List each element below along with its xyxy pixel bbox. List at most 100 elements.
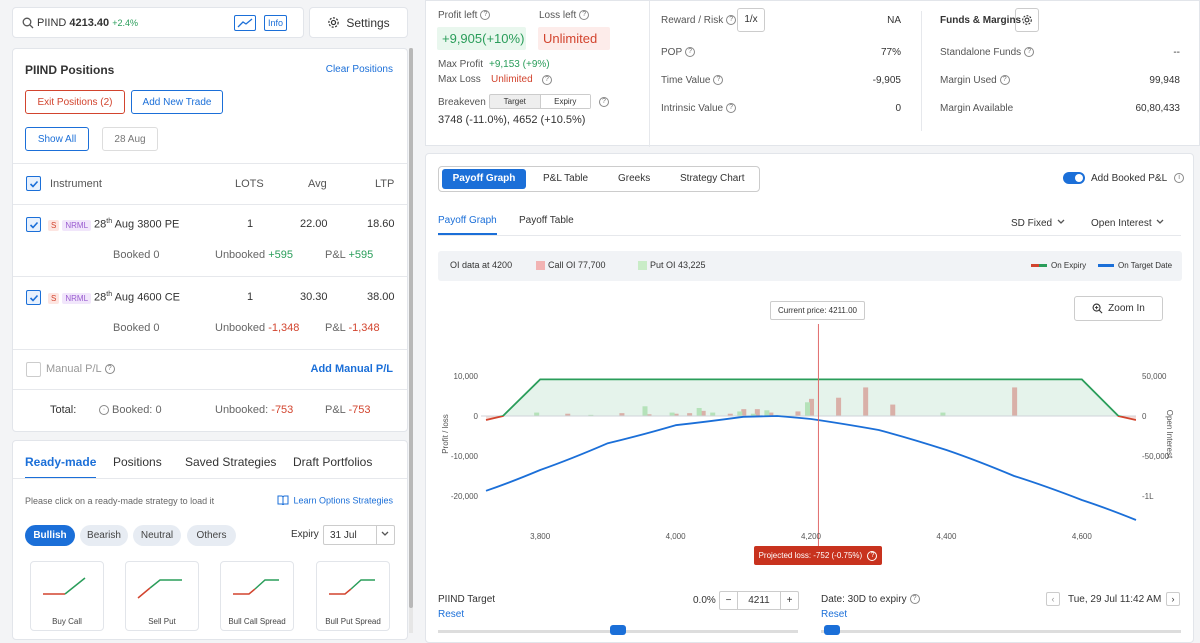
search-icon <box>22 17 34 32</box>
tab-payoff-graph[interactable]: Payoff Graph <box>442 169 526 189</box>
reward-risk-toggle[interactable]: 1/x <box>737 8 765 32</box>
filter-others[interactable]: Others <box>187 525 236 546</box>
target-slider-handle[interactable] <box>610 625 626 635</box>
tab-strategy-chart[interactable]: Strategy Chart <box>680 173 745 184</box>
col-avg: Avg <box>308 178 327 190</box>
filter-bearish[interactable]: Bearish <box>80 525 128 546</box>
breakeven-target-option[interactable]: Target <box>503 97 526 106</box>
plus-icon[interactable]: + <box>780 592 798 609</box>
tab-saved-strategies[interactable]: Saved Strategies <box>185 455 277 469</box>
booked-value: 0 <box>153 249 160 261</box>
expiry-select[interactable]: 31 Jul <box>323 525 395 545</box>
minus-icon[interactable]: − <box>720 592 738 609</box>
total-unbooked-value: -753 <box>271 404 294 416</box>
chevron-right-icon[interactable]: › <box>1166 592 1180 606</box>
strategy-tile-buy-call[interactable]: Buy Call <box>30 561 104 631</box>
info-button[interactable]: Info <box>264 15 287 31</box>
target-price-input[interactable]: 4211 <box>748 595 770 606</box>
y-axis-right-label: Open Interest <box>1165 410 1174 459</box>
tab-ready-made[interactable]: Ready-made <box>25 455 97 479</box>
zoom-in-button[interactable]: Zoom In <box>1074 296 1163 321</box>
tile-label: Bull Put Spread <box>325 617 381 626</box>
instrument-name: Aug 3800 PE <box>114 218 180 231</box>
target-reset-link[interactable]: Reset <box>438 609 465 620</box>
call-oi-bar <box>741 409 747 416</box>
put-oi-bar <box>737 411 743 416</box>
x-tick-label: 4,600 <box>1072 532 1093 541</box>
booked-value: 0 <box>153 322 160 334</box>
reward-risk-value: NA <box>887 15 901 26</box>
gear-icon[interactable] <box>1015 8 1039 32</box>
oi-info-bar: OI data at 4200 Call OI 77,700 Put OI 43… <box>438 251 1182 281</box>
date-reset-link[interactable]: Reset <box>821 609 848 620</box>
help-icon: ? <box>685 47 696 58</box>
tab-greeks[interactable]: Greeks <box>618 173 651 184</box>
tile-label: Bull Call Spread <box>228 617 286 626</box>
legend-on-target: On Target Date <box>1118 261 1173 270</box>
add-booked-toggle[interactable] <box>1063 172 1085 184</box>
total-booked-label: Booked: <box>112 404 153 416</box>
filter-neutral[interactable]: Neutral <box>133 525 181 546</box>
row-checkbox[interactable] <box>26 290 41 305</box>
y-tick-label-left: -10,000 <box>451 452 479 461</box>
subtab-payoff-table[interactable]: Payoff Table <box>519 215 574 226</box>
strategy-tile-bull-call-spread[interactable]: Bull Call Spread <box>220 561 294 631</box>
help-icon: ? <box>599 97 609 107</box>
call-oi-bar <box>646 414 652 416</box>
add-booked-label: Add Booked P&L <box>1091 173 1168 184</box>
unbooked-value: +595 <box>268 249 293 261</box>
manual-pl-checkbox[interactable] <box>26 362 41 377</box>
row-checkbox[interactable] <box>26 217 41 232</box>
call-oi-bar <box>687 413 693 416</box>
tab-pl-table[interactable]: P&L Table <box>543 173 589 184</box>
select-all-checkbox[interactable] <box>26 176 41 191</box>
target-stepper[interactable]: − 4211 + <box>719 591 799 610</box>
tab-draft-portfolios[interactable]: Draft Portfolios <box>293 455 373 469</box>
funds-title: Funds & Margins <box>940 15 1022 26</box>
date-filter-chip[interactable]: 28 Aug <box>102 127 158 151</box>
help-icon: ? <box>1024 47 1035 58</box>
symbol-search[interactable]: PIIND 4213.40 +2.4% Info <box>12 7 304 38</box>
filter-bullish[interactable]: Bullish <box>25 525 75 546</box>
date-slider[interactable] <box>821 630 1181 633</box>
subtab-payoff-graph[interactable]: Payoff Graph <box>438 215 497 235</box>
strategy-tile-sell-put[interactable]: Sell Put <box>125 561 199 631</box>
breakeven-expiry-option[interactable]: Expiry <box>539 95 590 108</box>
call-oi-bar <box>768 412 774 416</box>
chart-icon[interactable] <box>234 15 256 31</box>
payoff-thumbnail-icon <box>137 579 182 599</box>
put-oi-bar <box>710 412 716 416</box>
tab-positions[interactable]: Positions <box>113 455 162 469</box>
breakeven-toggle[interactable]: Target Expiry <box>489 94 591 109</box>
payoff-chart[interactable]: 3,800 4,000 4,200 4,400 4,600 10,000 0 -10,000 -… <box>426 294 1193 569</box>
positions-panel: PIIND Positions Clear Positions Exit Pos… <box>12 48 408 432</box>
exit-positions-button[interactable]: Exit Positions (2) <box>25 90 125 114</box>
call-oi-bar <box>863 387 869 416</box>
add-manual-pl-link[interactable]: Add Manual P/L <box>310 363 394 375</box>
call-oi-label: Call OI <box>548 260 576 270</box>
left-scrollbar[interactable] <box>409 48 413 633</box>
help-icon: ? <box>726 15 737 26</box>
clear-positions-link[interactable]: Clear Positions <box>325 64 393 75</box>
show-all-button[interactable]: Show All <box>25 127 89 151</box>
help-icon: ? <box>999 75 1010 86</box>
time-value-value: -9,905 <box>872 75 901 86</box>
strategy-tile-bull-put-spread[interactable]: Bull Put Spread <box>316 561 390 631</box>
col-lots: LOTS <box>235 178 264 190</box>
day-suffix: th <box>106 291 113 298</box>
add-new-trade-button[interactable]: Add New Trade <box>131 90 223 114</box>
avg-value: 30.30 <box>300 291 328 303</box>
learn-strategies-link[interactable]: Learn Options Strategies <box>293 495 393 506</box>
chevron-left-icon[interactable]: ‹ <box>1046 592 1060 606</box>
expiry-loss-line <box>485 416 1136 421</box>
call-oi-bar <box>727 413 733 416</box>
tile-label: Buy Call <box>52 617 82 626</box>
target-label: PIIND Target <box>438 594 496 605</box>
settings-button[interactable]: Settings <box>309 7 408 38</box>
open-interest-select[interactable]: Open Interest <box>1091 218 1152 230</box>
projected-loss-label: Projected loss: -752 (-0.75%) <box>758 551 863 560</box>
date-slider-handle[interactable] <box>824 625 840 635</box>
sd-fixed-select[interactable]: SD Fixed <box>1011 218 1053 230</box>
call-oi-bar <box>565 413 571 416</box>
put-oi-bar <box>642 406 648 416</box>
